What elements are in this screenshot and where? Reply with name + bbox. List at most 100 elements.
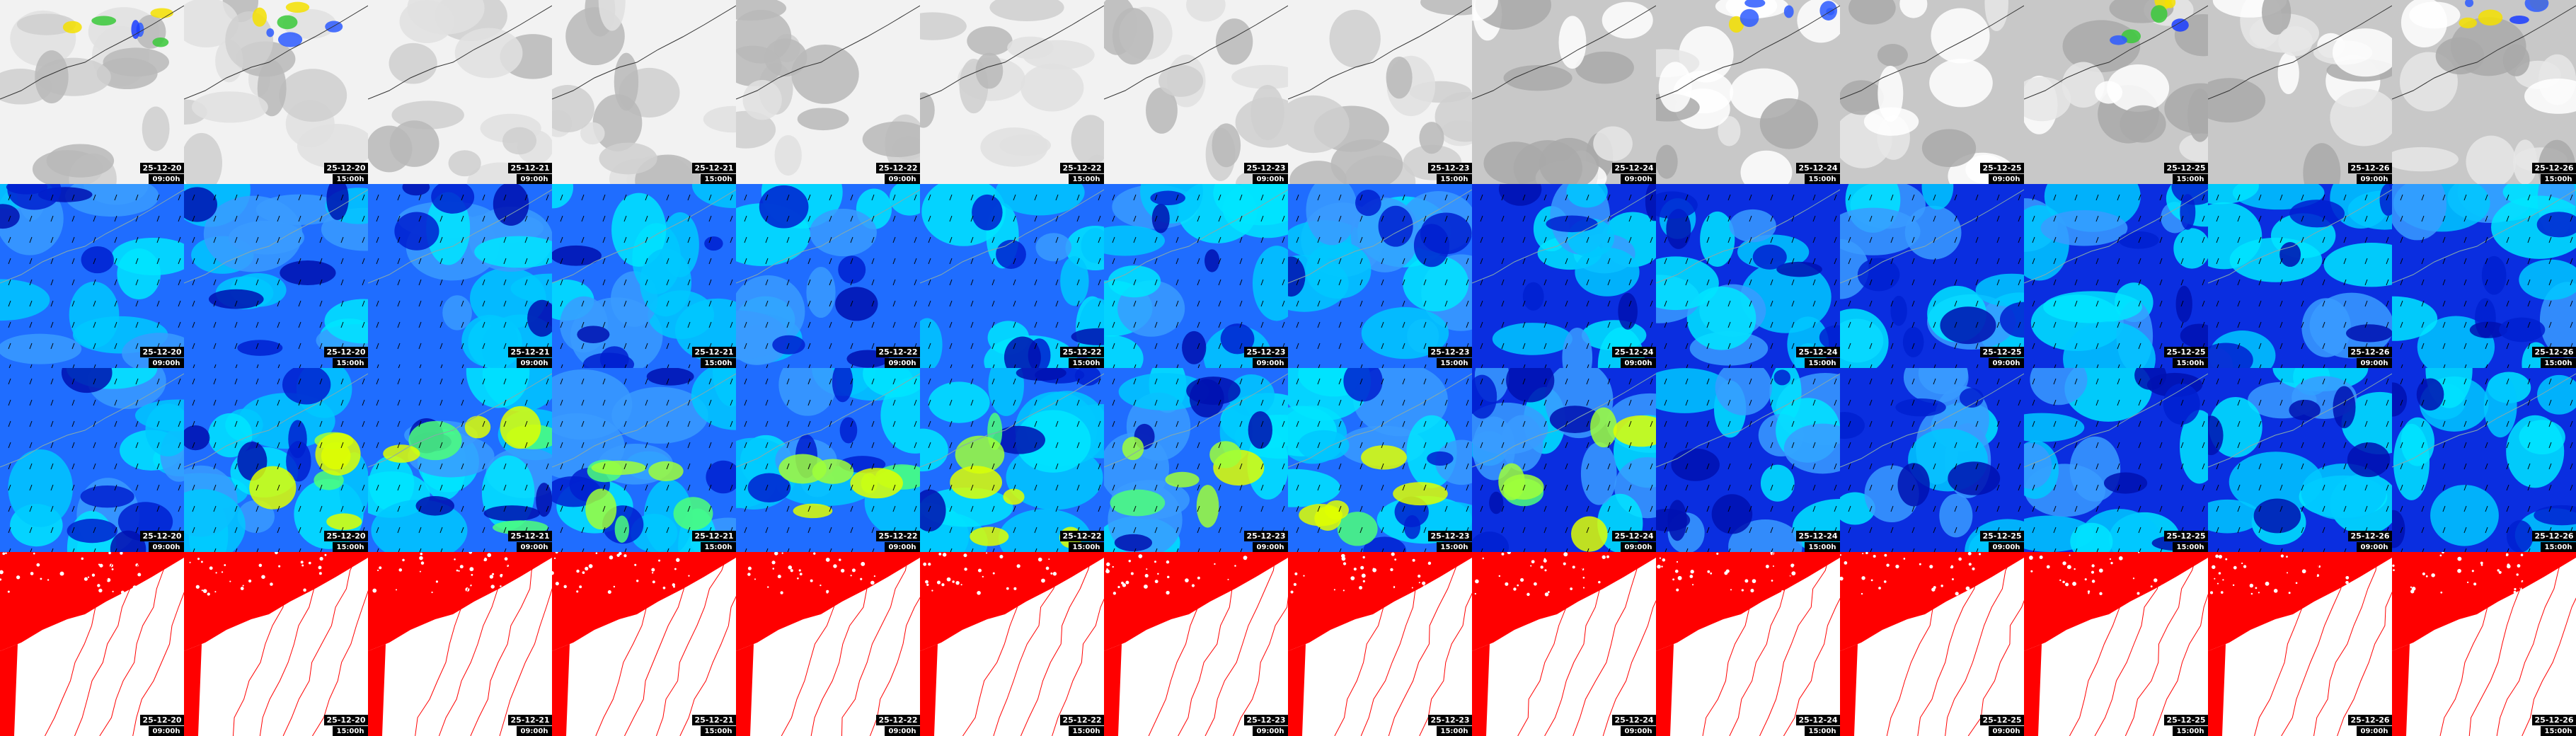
blob bbox=[46, 144, 115, 178]
contour-gap bbox=[1862, 553, 1864, 555]
wind-barb bbox=[1034, 420, 1037, 427]
wind-barb bbox=[928, 548, 931, 552]
label-date-box bbox=[2532, 347, 2576, 357]
wind-barb bbox=[2422, 364, 2425, 368]
contour-gap bbox=[585, 566, 589, 571]
coastline bbox=[1472, 5, 1656, 100]
wind-barb bbox=[256, 364, 259, 368]
label-date-box bbox=[1244, 347, 1288, 357]
contour-gap bbox=[47, 579, 50, 581]
blob bbox=[1498, 184, 1542, 206]
contour-gap bbox=[420, 561, 425, 565]
contour-gap bbox=[2288, 592, 2291, 594]
contour-gap bbox=[248, 579, 252, 583]
wind-barb bbox=[2018, 378, 2021, 385]
wind-barb bbox=[1812, 194, 1816, 201]
wind-barb bbox=[50, 236, 54, 243]
wind-barb bbox=[234, 215, 238, 222]
wind-barb bbox=[376, 548, 379, 552]
contour-gap bbox=[2440, 591, 2443, 594]
wind-barb bbox=[2138, 420, 2141, 427]
wind-barb bbox=[277, 442, 280, 449]
wind-barb bbox=[1975, 321, 1979, 328]
wind-barb bbox=[708, 442, 712, 449]
wind-barb bbox=[298, 463, 301, 470]
wind-barb bbox=[2018, 300, 2021, 307]
wind-barb bbox=[645, 258, 648, 265]
wind-barb bbox=[1359, 378, 1363, 385]
wind-barb bbox=[623, 300, 627, 307]
wind-barb bbox=[114, 194, 117, 201]
contour-gap bbox=[2411, 586, 2416, 591]
wind-barb bbox=[1933, 378, 1936, 385]
wind-barb bbox=[1911, 484, 1915, 491]
wind-barb bbox=[2053, 258, 2057, 265]
wind-barb bbox=[1791, 399, 1795, 406]
blob bbox=[2303, 143, 2341, 184]
wind-barb bbox=[2322, 258, 2325, 265]
wind-barb bbox=[2258, 527, 2262, 534]
wind-barb bbox=[949, 258, 953, 265]
wind-barb bbox=[2506, 420, 2509, 427]
contour-gap bbox=[1517, 584, 1519, 587]
wind-barb bbox=[2095, 420, 2099, 427]
wind-barb bbox=[524, 321, 528, 328]
wind-barb bbox=[340, 420, 344, 427]
wind-barb bbox=[2301, 378, 2304, 385]
wind-barb bbox=[1911, 505, 1915, 512]
wind-barb bbox=[1055, 236, 1059, 243]
wind-barb bbox=[71, 279, 75, 286]
wind-barb bbox=[1239, 279, 1243, 286]
blob bbox=[1658, 62, 1692, 113]
blob bbox=[1667, 500, 1687, 541]
wind-barb bbox=[234, 505, 238, 512]
contour-gap bbox=[963, 553, 967, 558]
contour-line bbox=[2496, 552, 2565, 736]
wind-barb bbox=[1218, 321, 1221, 328]
wind-barb bbox=[829, 236, 832, 243]
blob bbox=[61, 368, 113, 393]
label-time: 09:00h bbox=[1257, 544, 1284, 551]
label-date: 25-12-20 bbox=[142, 347, 181, 357]
wind-barb bbox=[2322, 505, 2325, 512]
wind-barb bbox=[1502, 364, 1505, 368]
wind-barb bbox=[1812, 300, 1816, 307]
wind-barb bbox=[1197, 258, 1200, 265]
wind-barb bbox=[524, 300, 528, 307]
wind-barb bbox=[2074, 194, 2078, 201]
wind-barb bbox=[2138, 279, 2141, 286]
wind-barb bbox=[623, 215, 627, 222]
wind-barb bbox=[928, 364, 931, 368]
contour-gap bbox=[1362, 556, 1365, 559]
blob bbox=[920, 318, 943, 368]
wind-barb bbox=[2386, 378, 2389, 385]
wind-barb bbox=[2138, 258, 2141, 265]
wind-barb bbox=[1466, 258, 1469, 265]
wind-barb bbox=[2117, 321, 2120, 328]
contour-gap bbox=[1791, 571, 1796, 576]
contour-gap bbox=[1427, 561, 1432, 565]
wind-barb bbox=[871, 215, 875, 222]
wind-barb bbox=[1607, 194, 1611, 201]
wind-barb bbox=[2117, 343, 2120, 350]
blob bbox=[2173, 228, 2208, 269]
wind-barb bbox=[602, 215, 606, 222]
wind-barb bbox=[29, 420, 33, 427]
wind-barb bbox=[1996, 236, 2000, 243]
wind-barb bbox=[687, 420, 691, 427]
wind-barb bbox=[1727, 378, 1731, 385]
wind-barb bbox=[807, 484, 811, 491]
label-date: 25-12-22 bbox=[1062, 163, 1101, 173]
wind-barb bbox=[1260, 258, 1264, 265]
label-time: 15:00h bbox=[705, 728, 732, 735]
wind-barb bbox=[178, 420, 181, 427]
blob bbox=[2118, 231, 2159, 249]
contour-gap bbox=[1361, 573, 1366, 578]
contour-gap bbox=[2457, 568, 2461, 573]
blob bbox=[582, 352, 635, 368]
wind-barb bbox=[1565, 279, 1568, 286]
wind-barb bbox=[2507, 364, 2509, 368]
blob bbox=[1104, 432, 1170, 504]
